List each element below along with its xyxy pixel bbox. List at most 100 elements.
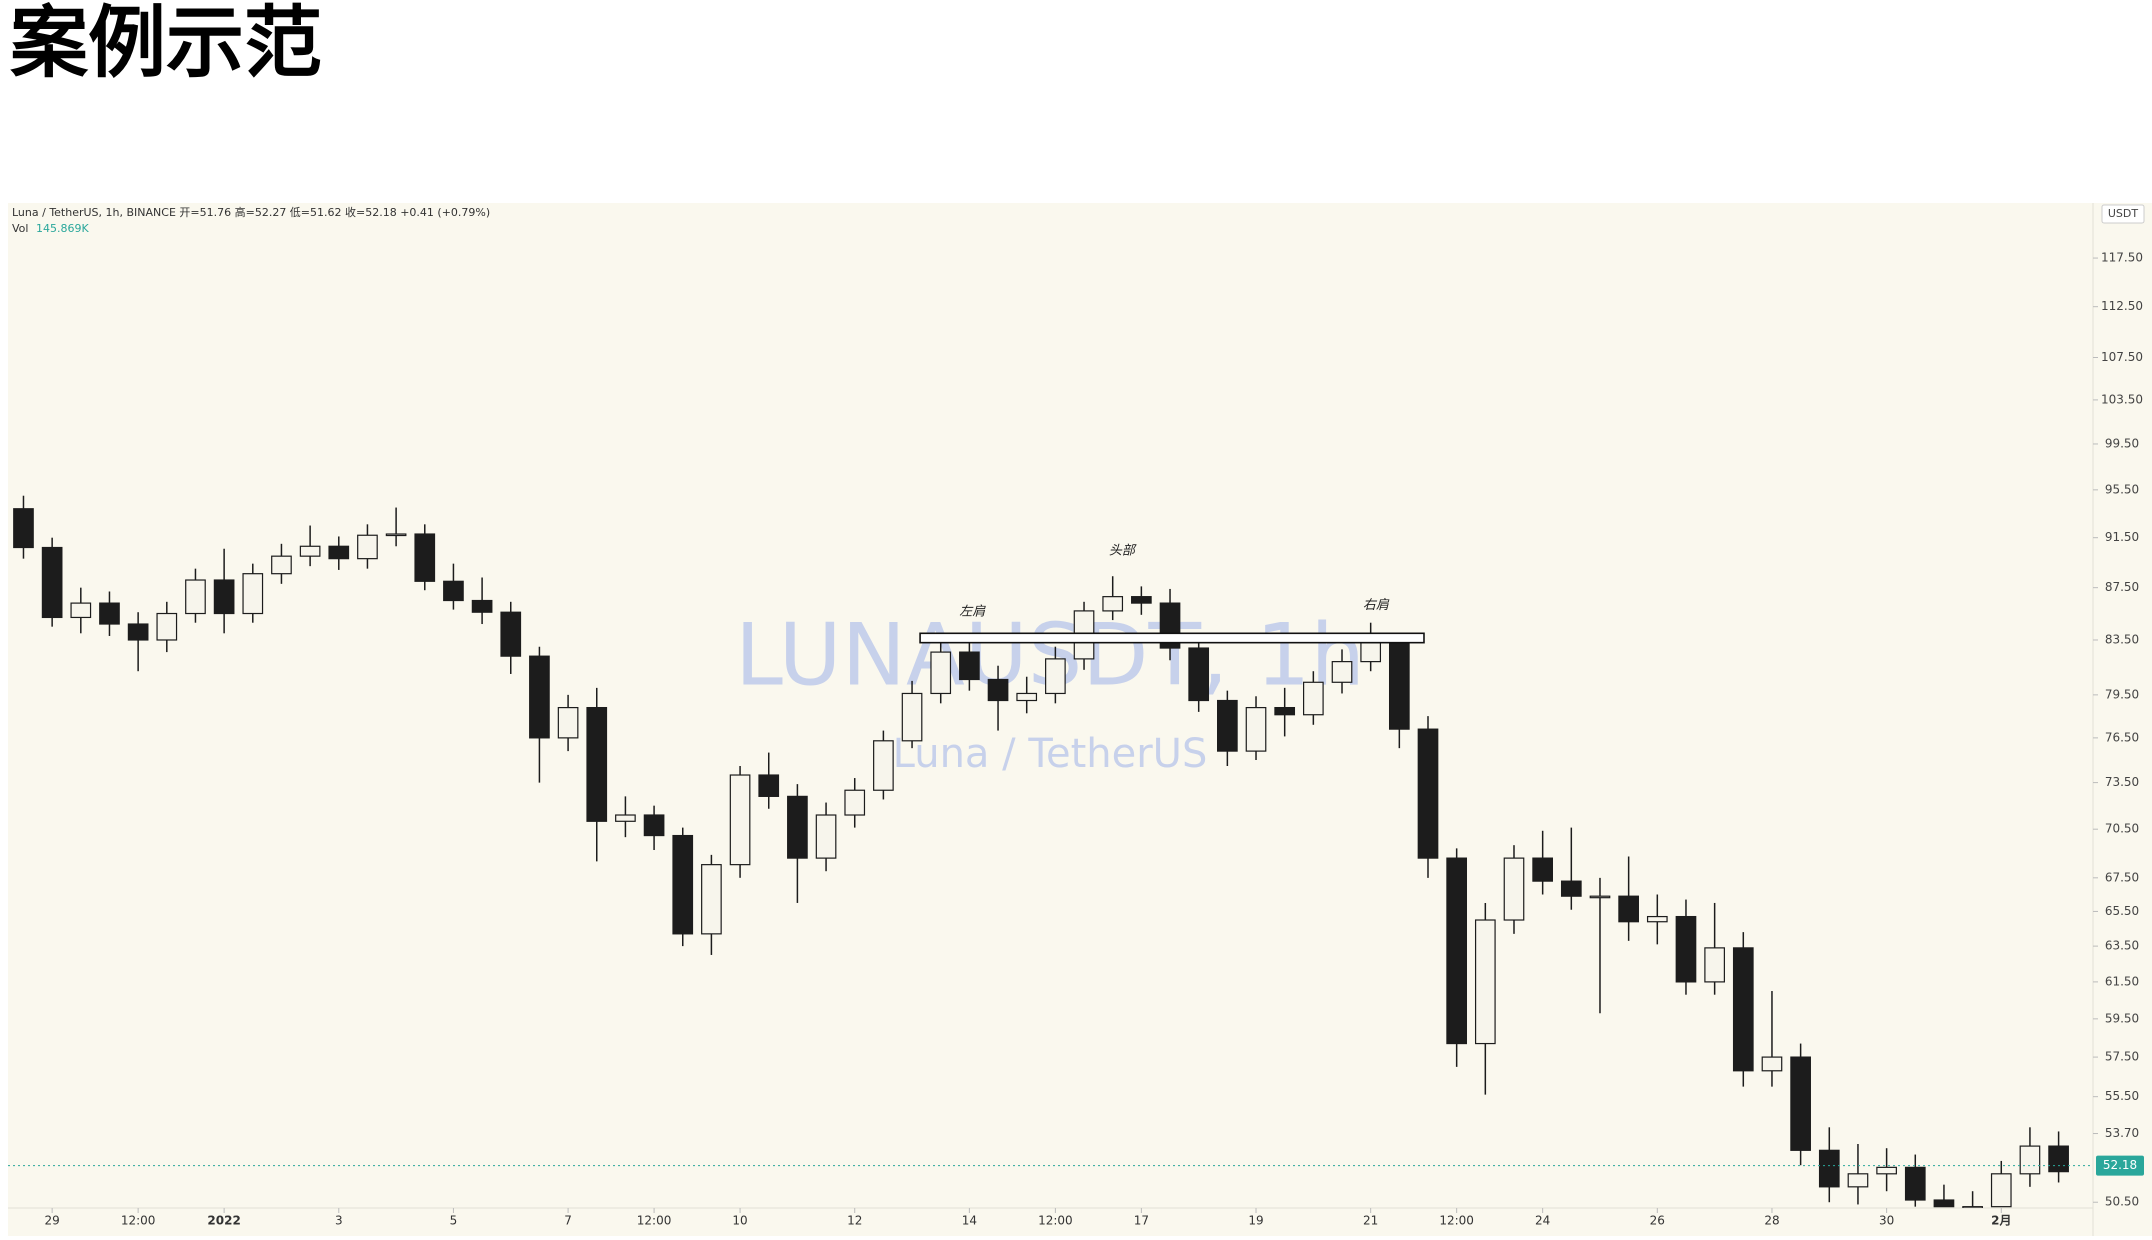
candle-body xyxy=(242,573,264,615)
x-tick-label: 21 xyxy=(1363,1214,1378,1228)
candle-body xyxy=(1446,857,1468,1045)
candle-body xyxy=(844,789,866,816)
candle-body xyxy=(414,533,436,582)
candle-body xyxy=(586,706,608,822)
y-tick-label: 107.50 xyxy=(2101,350,2143,364)
candle-body xyxy=(1790,1056,1811,1151)
candle-body xyxy=(1217,699,1238,752)
y-tick-label: 55.50 xyxy=(2105,1089,2139,1103)
candle-body xyxy=(1761,1056,1783,1072)
candle-body xyxy=(1990,1173,2012,1208)
candle-body xyxy=(815,814,837,859)
x-tick-label: 12:00 xyxy=(637,1214,672,1228)
candle-body xyxy=(1303,681,1324,716)
candle-body xyxy=(930,651,952,695)
candle-body xyxy=(299,545,321,557)
y-tick-label: 112.50 xyxy=(2101,299,2143,313)
last-price-tag xyxy=(2096,1155,2144,1176)
candle-body xyxy=(1131,596,1152,604)
chart-header: Luna / TetherUS, 1h, BINANCE 开=51.76 高=5… xyxy=(12,205,490,219)
x-tick-label: 19 xyxy=(1248,1214,1263,1228)
candle-body xyxy=(1532,857,1554,882)
y-tick-label: 76.50 xyxy=(2105,730,2139,744)
candle-body xyxy=(1675,915,1697,983)
y-tick-label: 79.50 xyxy=(2105,687,2139,701)
candle-body xyxy=(1188,647,1210,702)
last-price-label: 52.18 xyxy=(2103,1158,2137,1172)
y-tick-label: 73.50 xyxy=(2105,775,2139,789)
candle-body xyxy=(615,814,636,822)
chart-background xyxy=(8,203,2152,1236)
x-tick-label: 2022 xyxy=(207,1214,240,1228)
y-tick-label: 61.50 xyxy=(2105,974,2139,988)
y-tick-label: 57.50 xyxy=(2105,1050,2139,1064)
y-tick-label: 117.50 xyxy=(2101,251,2143,265)
candle-body xyxy=(2019,1145,2041,1175)
x-tick-label: 28 xyxy=(1764,1214,1779,1228)
candle-body xyxy=(1704,947,1725,983)
slide-title: 案例示范 xyxy=(10,0,322,88)
x-tick-label: 12:00 xyxy=(121,1214,156,1228)
candle-body xyxy=(1331,661,1353,683)
candle-body xyxy=(1618,895,1639,923)
candle-body xyxy=(1503,857,1525,921)
candle-body xyxy=(328,545,350,560)
candle-body xyxy=(99,602,120,625)
y-tick-label: 53.70 xyxy=(2105,1126,2139,1140)
candle-body xyxy=(959,651,980,681)
candle-body xyxy=(1962,1206,1983,1208)
candle-body xyxy=(701,864,722,935)
y-tick-label: 65.50 xyxy=(2105,904,2139,918)
candle-body xyxy=(1417,728,1439,859)
candle-body xyxy=(271,555,292,575)
candle-body xyxy=(873,740,894,791)
candle-body xyxy=(1274,706,1296,716)
candle-body xyxy=(127,623,149,641)
currency-box xyxy=(2101,204,2145,224)
annotation: 头部 xyxy=(1109,544,1137,559)
candle-body xyxy=(1876,1166,1897,1175)
y-tick-label: 63.50 xyxy=(2105,939,2139,953)
x-tick-label: 12:00 xyxy=(1439,1214,1474,1228)
candle-body xyxy=(529,655,550,739)
y-tick-label: 70.50 xyxy=(2105,822,2139,836)
candle-body xyxy=(41,546,63,619)
candle-body xyxy=(13,508,34,549)
y-tick-label: 83.50 xyxy=(2105,632,2139,646)
x-tick-label: 24 xyxy=(1535,1214,1550,1228)
y-tick-label: 50.50 xyxy=(2105,1195,2139,1209)
x-tick-label: 12:00 xyxy=(1038,1214,1073,1228)
x-tick-label: 14 xyxy=(962,1214,977,1228)
y-tick-label: 67.50 xyxy=(2105,870,2139,884)
candle-body xyxy=(1589,895,1611,899)
candle-body xyxy=(1388,642,1410,730)
y-tick-label: 99.50 xyxy=(2105,436,2139,450)
candle-body xyxy=(156,612,178,641)
candle-body xyxy=(385,533,407,537)
candle-body xyxy=(1847,1173,1869,1188)
y-tick-label: 103.50 xyxy=(2101,392,2143,406)
candle-body xyxy=(357,534,378,560)
candle-body xyxy=(1732,947,1754,1072)
candle-body xyxy=(443,580,464,602)
currency-label: USDT xyxy=(2108,207,2139,220)
x-tick-label: 29 xyxy=(45,1214,60,1228)
candle-body xyxy=(185,579,206,615)
candle-body xyxy=(1045,658,1066,695)
candle-body xyxy=(1904,1166,1926,1201)
watermark-subtitle: Luna / TetherUS xyxy=(893,731,1208,777)
candle-body xyxy=(557,706,579,739)
candle-body xyxy=(1646,915,1668,923)
axes: 117.50 112.50 107.50 103.50 99.50 95.50 91.50 8… xyxy=(45,251,2144,1228)
candle-body xyxy=(787,795,808,859)
volume-value: 145.869K xyxy=(36,222,89,235)
x-tick-label: 10 xyxy=(732,1214,747,1228)
candle-body xyxy=(2048,1145,2069,1173)
candle-body xyxy=(901,692,923,742)
candle-body xyxy=(729,774,751,866)
candle-body xyxy=(1933,1199,1955,1208)
